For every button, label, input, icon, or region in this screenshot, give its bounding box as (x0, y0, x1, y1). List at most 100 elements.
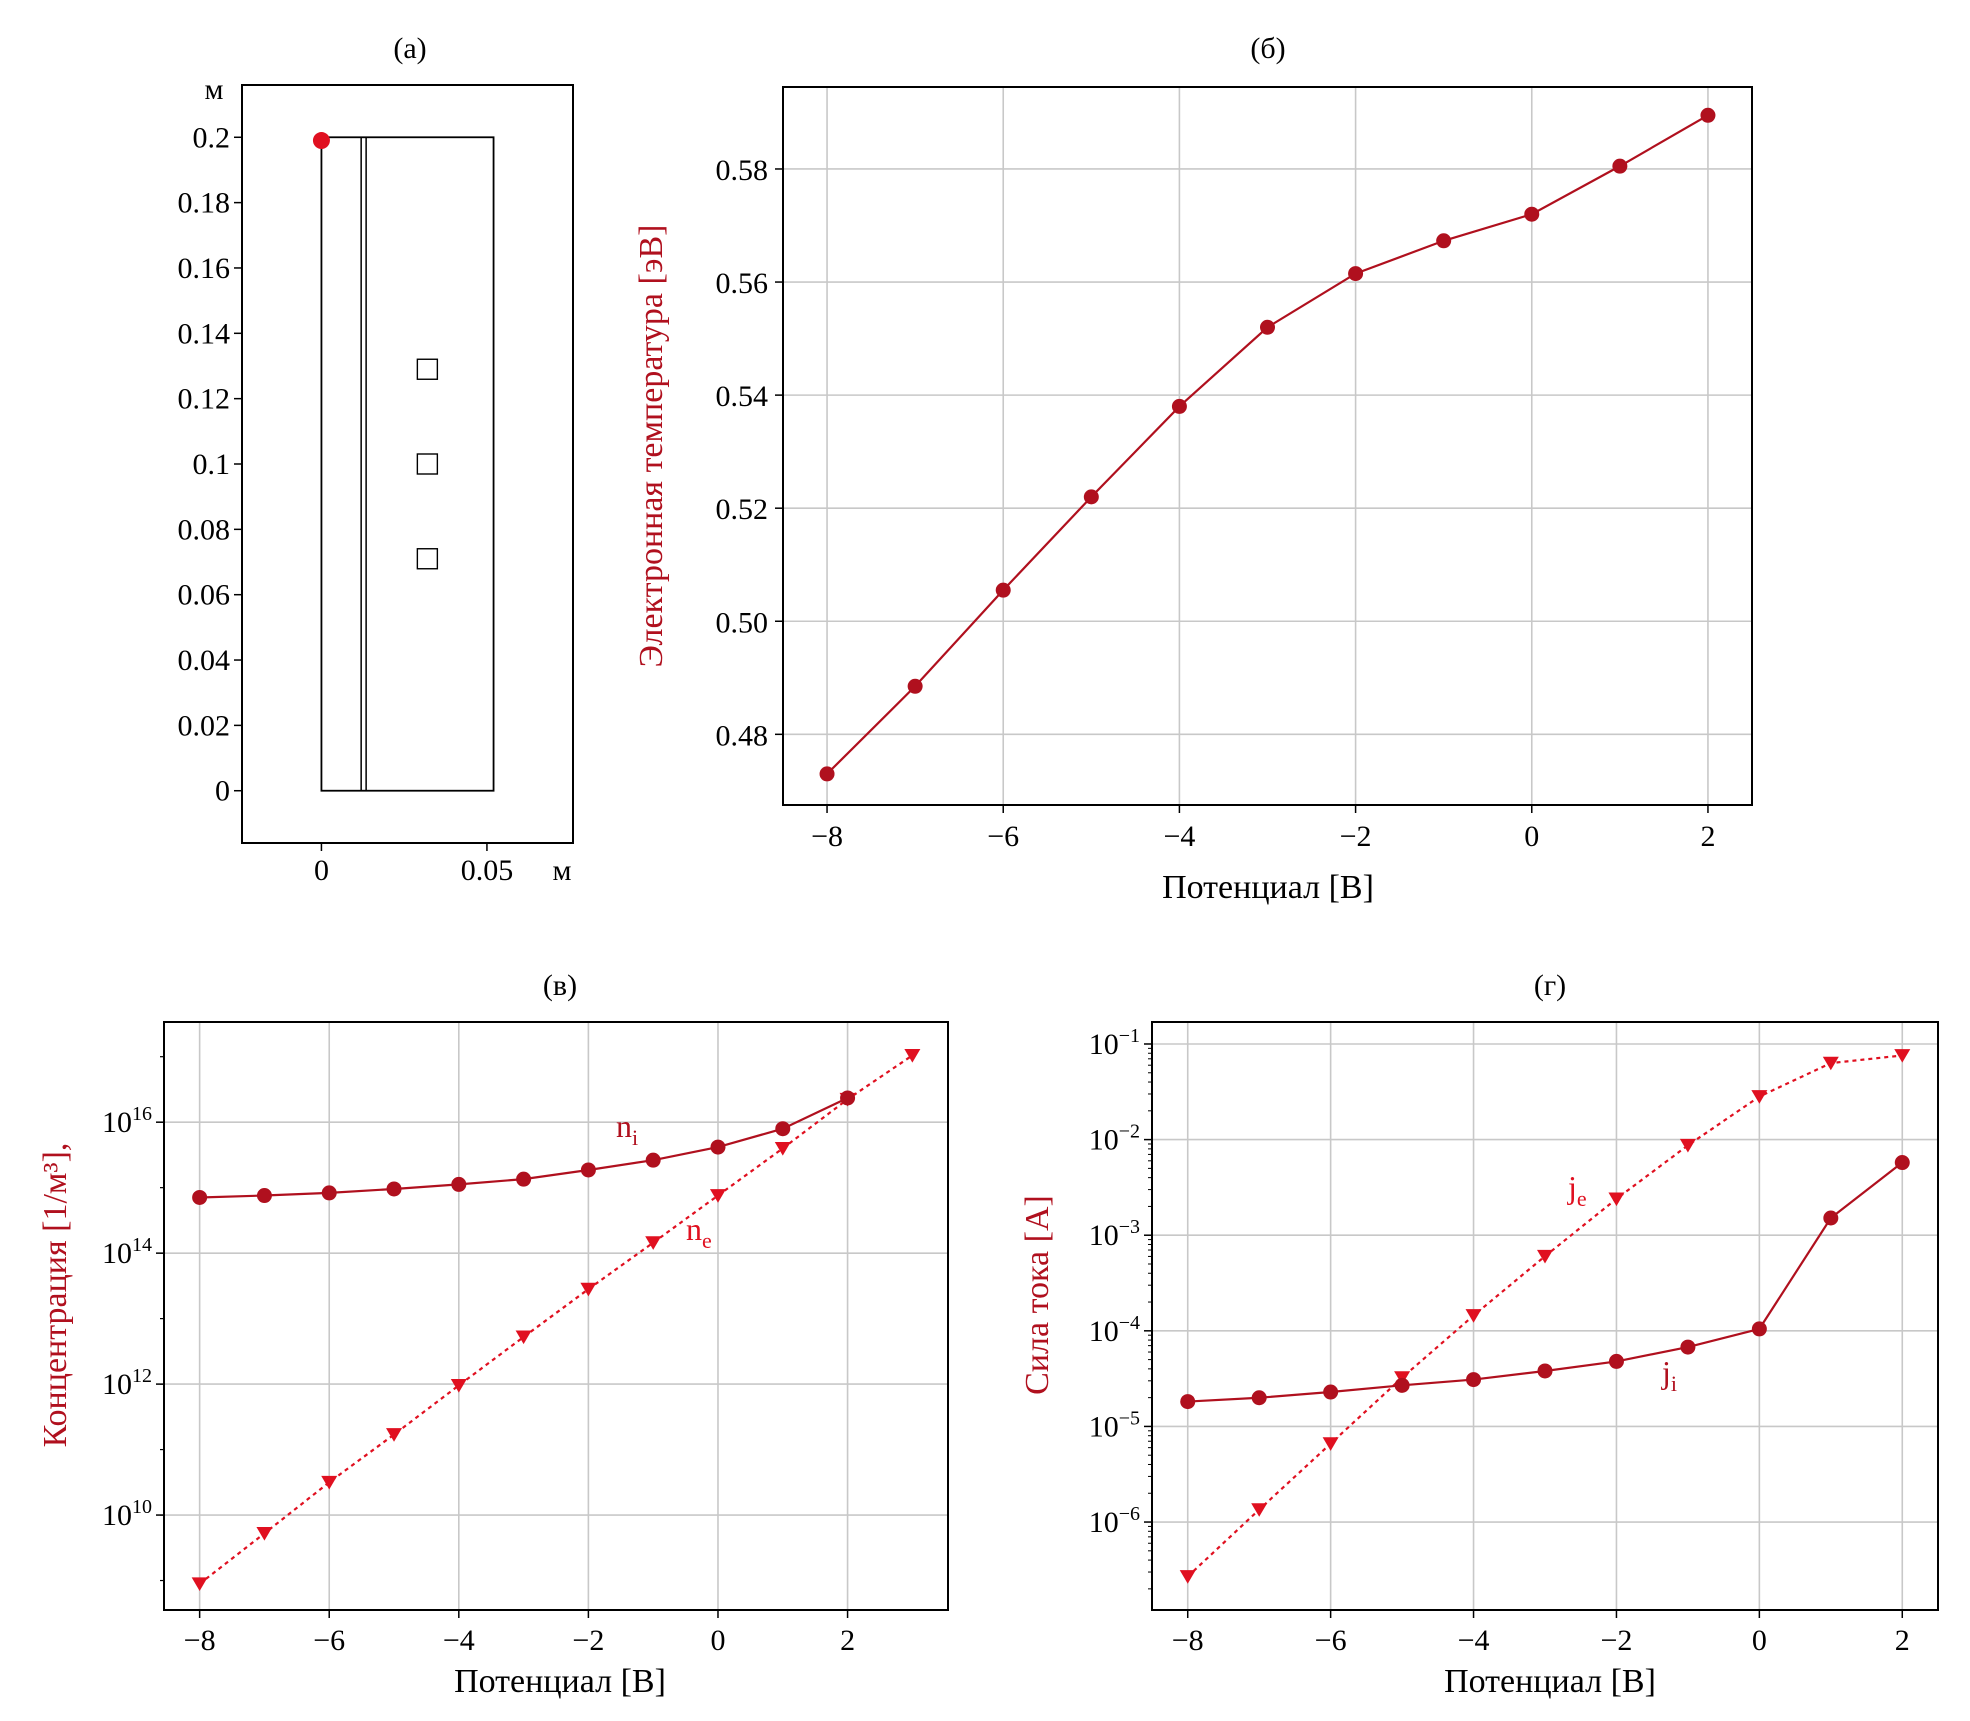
y-tick-label: 0.02 (178, 709, 231, 742)
y-tick-label: 1010 (102, 1496, 152, 1532)
panel-a-geometry: (а) м м 0.20.180.160.140.120.10.080.060.… (178, 32, 574, 887)
ni-point (580, 1162, 596, 1178)
ji-point (1680, 1339, 1696, 1355)
y-tick-label: 0.50 (716, 606, 769, 639)
y-tick-label: 0.12 (178, 383, 231, 416)
ji-point (1394, 1377, 1410, 1393)
x-tick-label: 2 (840, 1624, 855, 1657)
temperature-point (1083, 489, 1099, 505)
temperature-point (1700, 107, 1716, 123)
ne-point (450, 1379, 467, 1393)
y-tick-label: 0 (215, 775, 230, 808)
panel-d-y-ticks: 10−6 10−5 10−4 10−3 10−2 10−1 (1089, 1025, 1152, 1590)
panel-a-x-ticks: 0 0.05 (314, 843, 513, 887)
marker-point (312, 132, 330, 150)
panel-b-y-ticks: 0.48 0.50 0.52 0.54 0.56 0.58 (716, 154, 783, 752)
panel-a-y-unit: м (205, 73, 224, 106)
ne-point (904, 1048, 921, 1063)
x-tick-label: −2 (572, 1624, 604, 1657)
ni-point (192, 1189, 208, 1205)
je-point (1179, 1570, 1196, 1584)
simulation-domain (320, 136, 495, 792)
je-point (1608, 1192, 1625, 1207)
x-tick-label: −6 (313, 1624, 345, 1657)
panel-b-x-axis-title: Потенциал [В] (1162, 869, 1374, 906)
temperature-line (826, 114, 1709, 775)
panel-a-y-ticks: 0.2 0.18 0.16 0.14 0.12 0.1 0.08 0.06 0.04 0.02 0 (178, 121, 242, 808)
panel-d-x-ticks: −8 −6 −4 −2 0 2 (1172, 1610, 1910, 1657)
temperature-point (1524, 206, 1540, 222)
je-point (1251, 1503, 1268, 1517)
ne-point (774, 1141, 791, 1156)
je-point (1822, 1056, 1839, 1071)
temperature-point (1171, 398, 1187, 414)
x-tick-label: −2 (1340, 820, 1372, 853)
panel-b-x-ticks: −8 −6 −4 −2 0 2 (811, 805, 1715, 853)
ni-point (321, 1185, 337, 1201)
x-tick-label: −8 (184, 1624, 216, 1657)
y-tick-label: 10−6 (1089, 1503, 1140, 1539)
ji-point (1466, 1372, 1482, 1388)
panel-c-title: (в) (543, 969, 577, 1002)
x-tick-label: 0.05 (461, 854, 514, 887)
ne-line (198, 1054, 913, 1585)
x-tick-label: −4 (443, 1624, 475, 1657)
ne-point (709, 1189, 726, 1203)
temperature-point (1348, 266, 1364, 282)
ji-point (1251, 1390, 1267, 1406)
panel-c-x-axis-title: Потенциал [В] (454, 1663, 666, 1700)
ni-point (451, 1176, 467, 1192)
panel-d-series (1179, 1049, 1911, 1584)
y-tick-label: 0.1 (193, 448, 231, 481)
panel-d-title: (г) (1534, 969, 1566, 1002)
ne-point (386, 1428, 403, 1442)
y-tick-label: 10−3 (1089, 1216, 1140, 1252)
probe-square (416, 358, 439, 380)
ji-point (1823, 1210, 1839, 1226)
panel-d-label-je: je (1567, 1169, 1587, 1211)
probe-square (416, 453, 439, 475)
panel-b-chart: (б) 0.480.500.520.540.560.58 −8 −6 −4 −2 0 2 … (633, 32, 1753, 906)
x-tick-label: 0 (314, 854, 329, 887)
temperature-point (907, 678, 923, 694)
panel-c-chart: (в) 1010 1012 1014 1016 −8 −6 −4 −2 0 2 ni ne По… (37, 969, 949, 1700)
ne-point (191, 1577, 208, 1592)
panel-d-y-axis-title: Сила тока [А] (1019, 1195, 1056, 1395)
y-tick-label: 0.54 (716, 380, 769, 413)
ji-point (1751, 1321, 1767, 1337)
temperature-point (995, 582, 1011, 598)
panel-a-domain (312, 132, 495, 792)
y-tick-label: 1016 (102, 1103, 152, 1139)
y-tick-label: 1012 (102, 1365, 152, 1401)
panel-a-x-unit: м (553, 854, 572, 887)
x-tick-label: 2 (1700, 820, 1715, 853)
je-point (1894, 1049, 1911, 1063)
ji-point (1537, 1363, 1553, 1379)
panel-b-y-axis-title: Электронная температура [эВ] (633, 225, 670, 668)
temperature-point (819, 766, 835, 782)
x-tick-label: 2 (1895, 1624, 1910, 1657)
panel-a-frame (241, 84, 574, 844)
panel-d-grid (1152, 1022, 1938, 1610)
panel-d-x-axis-title: Потенциал [В] (1444, 1663, 1656, 1700)
x-tick-label: 0 (1752, 1624, 1767, 1657)
x-tick-label: −8 (1172, 1624, 1204, 1657)
panel-b-series (819, 107, 1716, 782)
ne-point (580, 1282, 597, 1297)
ne-point (321, 1475, 338, 1490)
panel-a-title: (а) (393, 32, 426, 65)
y-tick-label: 10−1 (1089, 1025, 1140, 1061)
temperature-point (1612, 158, 1628, 174)
x-tick-label: 0 (710, 1624, 725, 1657)
x-tick-label: 0 (1524, 820, 1539, 853)
panel-c-y-axis-title: Концентрация [1/м³], (37, 1143, 74, 1448)
y-tick-label: 10−4 (1089, 1312, 1140, 1348)
x-tick-label: −4 (1163, 820, 1195, 853)
y-tick-label: 0.16 (178, 252, 231, 285)
panel-d-frame (1151, 1021, 1939, 1611)
y-tick-label: 10−5 (1089, 1407, 1140, 1443)
x-tick-label: −8 (811, 820, 843, 853)
y-tick-label: 0.2 (193, 121, 231, 154)
ji-point (1894, 1155, 1910, 1171)
y-tick-label: 0.08 (178, 513, 231, 546)
